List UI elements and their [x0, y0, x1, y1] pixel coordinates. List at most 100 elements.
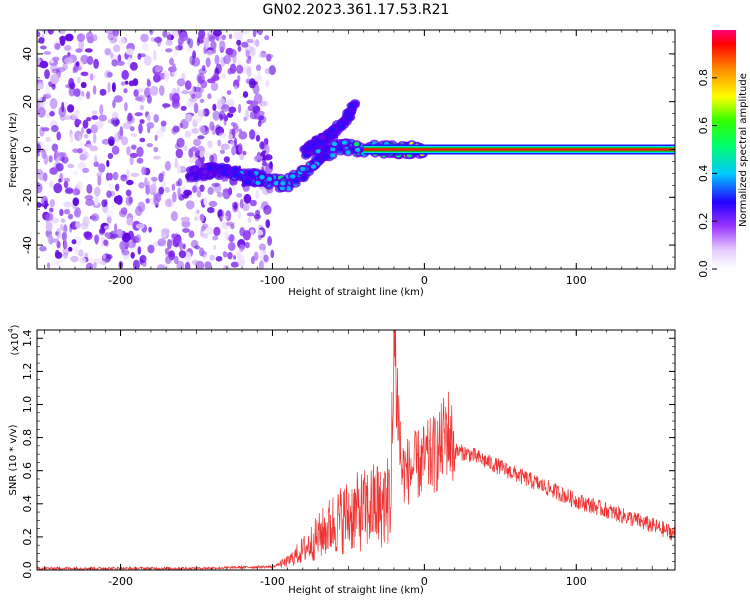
noise-speck: [242, 91, 249, 98]
noise-speck: [139, 119, 145, 124]
noise-speck: [185, 130, 192, 138]
noise-speck: [217, 139, 222, 147]
noise-speck: [127, 112, 133, 122]
noise-speck: [115, 183, 120, 192]
noise-speck: [53, 183, 63, 194]
noise-speck: [111, 82, 116, 93]
noise-speck: [266, 53, 272, 62]
noise-speck: [37, 31, 41, 38]
noise-speck: [196, 209, 200, 214]
noise-speck: [164, 198, 172, 208]
echo-blob: [344, 110, 350, 115]
noise-speck: [225, 210, 232, 222]
noise-speck: [119, 240, 126, 251]
noise-speck: [184, 80, 192, 91]
noise-speck: [85, 198, 95, 207]
noise-speck: [101, 138, 110, 145]
noise-speck: [145, 198, 150, 204]
noise-speck: [114, 131, 122, 143]
noise-speck: [233, 85, 238, 91]
noise-speck: [67, 104, 75, 113]
noise-speck: [245, 49, 250, 58]
echo-blob: [273, 181, 279, 186]
noise-speck: [86, 55, 94, 65]
noise-speck: [247, 105, 254, 112]
noise-speck: [96, 172, 103, 178]
x-tick-label: 0: [421, 575, 428, 588]
echo-blob: [337, 146, 343, 152]
noise-speck: [93, 262, 97, 269]
noise-speck: [255, 134, 261, 142]
noise-speck: [125, 195, 133, 206]
noise-speck: [175, 45, 184, 51]
noise-speck: [221, 215, 229, 220]
noise-speck: [263, 137, 269, 144]
noise-speck: [216, 209, 225, 219]
noise-speck: [259, 249, 265, 260]
noise-speck: [99, 88, 107, 96]
noise-speck: [51, 217, 59, 224]
noise-speck: [149, 30, 154, 36]
noise-speck: [258, 52, 267, 59]
noise-speck: [221, 73, 227, 79]
noise-speck: [103, 225, 112, 230]
noise-speck: [103, 239, 109, 246]
noise-speck: [149, 184, 157, 193]
noise-speck: [149, 197, 154, 206]
y-tick-label: 40: [21, 47, 34, 61]
noise-speck: [207, 186, 214, 195]
noise-speck: [153, 74, 161, 83]
noise-speck: [45, 221, 53, 232]
noise-speck: [128, 196, 133, 204]
noise-speck: [220, 56, 226, 67]
noise-speck: [114, 118, 120, 126]
noise-speck: [158, 172, 164, 183]
noise-speck: [236, 64, 244, 74]
echo-blob: [202, 169, 208, 175]
noise-speck: [204, 261, 212, 269]
noise-speck: [209, 154, 214, 163]
noise-speck: [212, 110, 220, 121]
noise-speck: [152, 49, 157, 61]
noise-speck: [37, 81, 44, 90]
noise-speck: [206, 30, 214, 35]
noise-speck: [177, 187, 181, 198]
noise-speck: [76, 33, 85, 42]
x-tick-label: 0: [421, 274, 428, 287]
noise-speck: [163, 103, 167, 109]
noise-speck: [156, 264, 166, 269]
noise-speck: [138, 53, 146, 58]
noise-speck: [214, 54, 220, 65]
noise-speck: [120, 174, 128, 182]
steady-line: [363, 144, 675, 155]
noise-speck: [148, 226, 152, 233]
noise-speck: [92, 85, 97, 95]
noise-speck: [61, 231, 69, 242]
noise-speck: [167, 198, 175, 208]
noise-speck: [110, 52, 114, 59]
echo-blob: [188, 176, 195, 181]
noise-speck: [246, 38, 254, 44]
echo-blob: [331, 141, 338, 147]
noise-speck: [150, 176, 158, 182]
noise-speck: [37, 143, 42, 154]
noise-speck: [115, 228, 124, 239]
noise-speck: [246, 212, 255, 217]
noise-speck: [215, 255, 223, 262]
noise-speck: [130, 133, 138, 138]
noise-speck: [150, 37, 156, 42]
noise-speck: [203, 40, 209, 50]
noise-speck: [164, 71, 170, 82]
noise-speck: [136, 146, 144, 157]
noise-speck: [179, 122, 183, 128]
noise-speck: [118, 36, 126, 46]
noise-speck: [117, 130, 124, 140]
snr-panel: -200 -100 0 100 0.0 0.2 0.4 0.6 0.8 1.0 1.2 1.4 Hei…: [7, 324, 676, 596]
noise-speck: [74, 119, 82, 125]
echo-blob: [319, 135, 325, 140]
noise-speck: [261, 161, 268, 167]
noise-speck: [201, 65, 206, 71]
noise-speck: [120, 81, 126, 86]
